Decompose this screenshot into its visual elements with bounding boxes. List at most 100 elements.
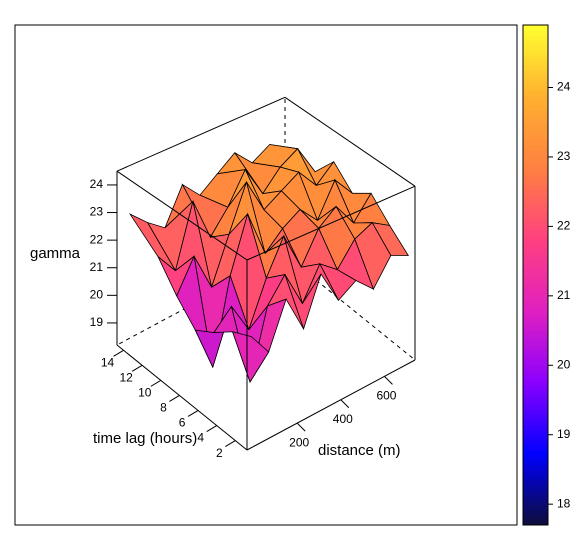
colorbar-cell	[523, 430, 548, 436]
box-edge	[284, 96, 416, 187]
colorbar-cell	[523, 295, 548, 301]
x-axis-label: distance (m)	[318, 442, 401, 459]
colorbar-cell	[523, 485, 548, 491]
x-tick	[384, 376, 393, 385]
y-tick	[206, 425, 217, 432]
y-tick-label: 6	[179, 416, 186, 430]
x-tick	[340, 399, 350, 409]
colorbar-cell	[523, 495, 548, 501]
colorbar-tick-label: 20	[557, 357, 571, 371]
colorbar-cell	[523, 50, 548, 56]
colorbar-cell	[523, 395, 548, 401]
colorbar-tick-label: 21	[557, 288, 571, 302]
colorbar-cell	[523, 365, 548, 371]
colorbar-cell	[523, 470, 548, 476]
colorbar-cell	[523, 260, 548, 266]
colorbar-cell	[523, 515, 548, 521]
colorbar-cell	[523, 500, 548, 506]
colorbar-cell	[523, 240, 548, 246]
colorbar-cell	[523, 410, 548, 416]
colorbar-tick-label: 24	[557, 80, 571, 94]
x-tick	[296, 422, 306, 432]
colorbar-cell	[523, 335, 548, 341]
colorbar-cell	[523, 160, 548, 166]
colorbar-cell	[523, 425, 548, 431]
colorbar-cell	[523, 110, 548, 116]
colorbar-cell	[523, 45, 548, 51]
x-tick-label: 600	[376, 389, 396, 403]
colorbar-cell	[523, 340, 548, 346]
colorbar-cell	[523, 225, 548, 231]
y-tick	[131, 364, 143, 372]
y-tick	[225, 440, 236, 448]
colorbar-cell	[523, 420, 548, 426]
colorbar-cell	[523, 390, 548, 396]
colorbar-cell	[523, 170, 548, 176]
colorbar-cell	[523, 490, 548, 496]
colorbar-cell	[523, 300, 548, 306]
z-tick-label: 22	[90, 232, 104, 246]
colorbar-cell	[523, 520, 548, 526]
colorbar-cell	[523, 405, 548, 411]
colorbar-cell	[523, 245, 548, 251]
y-tick-label: 14	[101, 355, 115, 369]
colorbar-cell	[523, 250, 548, 256]
colorbar-cell	[523, 265, 548, 271]
colorbar-cell	[523, 130, 548, 136]
y-tick	[169, 395, 180, 402]
x-tick-label: 400	[333, 412, 353, 426]
colorbar-cell	[523, 180, 548, 186]
colorbar-cell	[523, 510, 548, 516]
colorbar-cell	[523, 80, 548, 86]
colorbar-cell	[523, 255, 548, 261]
colorbar-cell	[523, 315, 548, 321]
colorbar-cell	[523, 460, 548, 466]
colorbar-cell	[523, 200, 548, 206]
colorbar-cell	[523, 125, 548, 131]
box-edge	[246, 185, 416, 261]
colorbar-cell	[523, 55, 548, 61]
colorbar-cell	[523, 475, 548, 481]
colorbar-cell	[523, 235, 548, 241]
colorbar-cell	[523, 415, 548, 421]
colorbar-cell	[523, 145, 548, 151]
colorbar-cell	[523, 95, 548, 101]
z-tick-label: 23	[90, 205, 104, 219]
y-tick	[150, 379, 162, 387]
colorbar-border	[522, 24, 549, 526]
colorbar-cell	[523, 115, 548, 121]
colorbar-cell	[523, 215, 548, 221]
colorbar-cell	[523, 385, 548, 391]
colorbar-cell	[523, 140, 548, 146]
colorbar-cell	[523, 230, 548, 236]
colorbar-cell	[523, 445, 548, 451]
colorbar-cell	[523, 135, 548, 141]
colorbar-cell	[523, 280, 548, 286]
colorbar-cell	[523, 25, 548, 31]
colorbar-cell	[523, 105, 548, 111]
colorbar-cell	[523, 305, 548, 311]
colorbar-tick-label: 19	[557, 427, 571, 441]
colorbar-cell	[523, 370, 548, 376]
colorbar-cell	[523, 100, 548, 106]
colorbar-cell	[523, 120, 548, 126]
colorbar-cell	[523, 85, 548, 91]
y-tick	[187, 410, 199, 417]
colorbar-tick-label: 22	[557, 219, 571, 233]
colorbar-cell	[523, 270, 548, 276]
colorbar-cell	[523, 310, 548, 316]
colorbar-cell	[523, 65, 548, 71]
box-edge	[116, 344, 248, 451]
box-edge	[246, 359, 416, 451]
colorbar-cell	[523, 480, 548, 486]
colorbar-cell	[523, 40, 548, 46]
colorbar-cell	[523, 210, 548, 216]
z-tick-label: 20	[90, 288, 104, 302]
box-edge	[116, 170, 248, 261]
colorbar-tick-label: 23	[557, 149, 571, 163]
y-tick-label: 8	[160, 401, 167, 415]
colorbar-cell	[523, 165, 548, 171]
colorbar-cell	[523, 465, 548, 471]
z-tick-label: 19	[90, 315, 104, 329]
colorbar-cell	[523, 380, 548, 386]
